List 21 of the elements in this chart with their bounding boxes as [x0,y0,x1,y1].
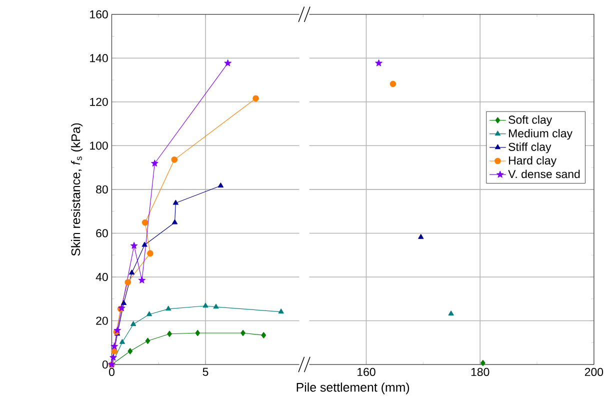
y-tick-label: 0 [102,360,108,369]
legend-label: Soft clay [508,115,552,126]
y-tick-label: 100 [90,142,108,150]
x-axis-title: Pile settlement (mm) [296,382,410,394]
legend-label: Hard clay [509,156,557,167]
y-tick-label: 40 [96,272,108,282]
legend-label: Stiff clay [508,142,552,154]
y-tick-label: 20 [96,316,108,325]
y-tick-label: 80 [96,185,108,194]
y-axis-title: Skin resistance, f$_{s}$ (kPa) [71,123,83,256]
y-tick-label: 60 [96,229,108,238]
legend-label: Medium clay [509,128,572,140]
legend-label: V. dense sand [508,170,580,178]
y-tick-label: 160 [90,10,108,18]
y-tick-label: 140 [90,54,108,62]
x-tick-label: 180 [471,368,490,376]
x-tick-label: 5 [202,368,208,376]
x-tick-label: 160 [358,368,376,376]
y-tick-label: 120 [90,98,108,106]
x-tick-label: 0 [109,368,114,376]
x-tick-label: 200 [584,368,604,376]
